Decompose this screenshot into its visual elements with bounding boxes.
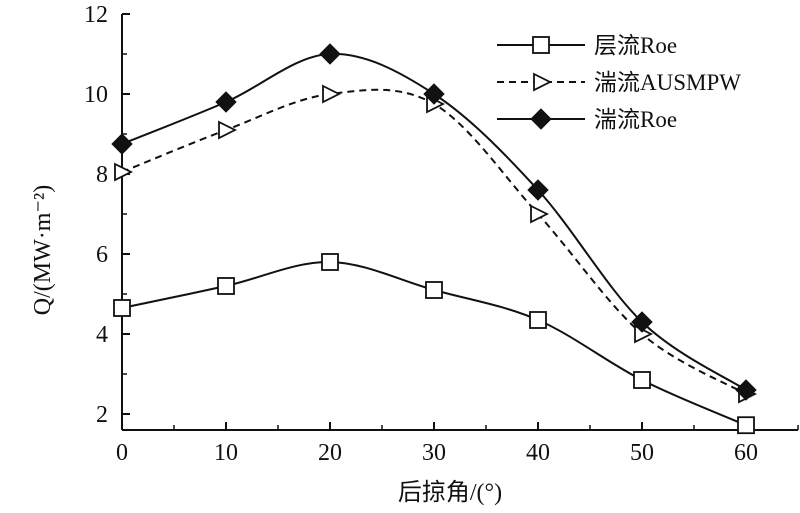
data-point: [425, 281, 443, 299]
legend-label: 层流Roe: [594, 33, 677, 58]
y-tick-label: 6: [96, 242, 108, 268]
x-axis-title: 后掠角/(°): [398, 479, 502, 506]
y-tick-label: 8: [96, 162, 108, 188]
x-tick-label: 40: [526, 440, 550, 466]
series-2: [114, 84, 758, 404]
x-tick-label: 60: [734, 440, 758, 466]
legend-entry: 湍流AUSMPW: [497, 70, 741, 95]
data-point: [218, 120, 238, 140]
data-point: [529, 311, 547, 329]
data-point: [114, 162, 134, 182]
legend-marker: [530, 108, 552, 130]
x-tick-label: 10: [214, 440, 238, 466]
series-3: [111, 43, 757, 401]
legend-marker: [532, 36, 550, 54]
legend-entry: 湍流Roe: [497, 107, 677, 132]
x-tick-label: 20: [318, 440, 342, 466]
y-tick-label: 2: [96, 402, 108, 428]
data-point: [527, 179, 549, 201]
data-point: [735, 379, 757, 401]
data-point: [321, 253, 339, 271]
x-tick-label: 50: [630, 440, 654, 466]
legend-entry: 层流Roe: [497, 33, 677, 58]
data-point: [322, 84, 342, 104]
y-axis-title: Q/(MW·m⁻²): [30, 185, 56, 316]
data-point: [737, 416, 755, 435]
legend-marker: [533, 72, 553, 92]
data-point: [113, 299, 131, 317]
y-tick-label: 10: [84, 82, 108, 108]
y-tick-label: 12: [84, 2, 108, 28]
data-point: [631, 311, 653, 333]
axes: 2 4 6 8 10 12 0 10 20 30 40 50 60: [84, 2, 799, 466]
x-tick-label: 0: [116, 440, 128, 466]
data-point: [217, 277, 235, 295]
y-tick-label: 4: [96, 322, 108, 348]
series-1: [113, 253, 755, 435]
legend-label: 湍流Roe: [594, 107, 677, 132]
series-line: [121, 88, 747, 395]
data-point: [633, 371, 651, 389]
data-point: [111, 133, 133, 155]
data-point: [319, 43, 341, 65]
data-point: [423, 83, 445, 105]
data-point: [530, 204, 550, 224]
legend-label: 湍流AUSMPW: [594, 70, 741, 95]
data-point: [215, 91, 237, 113]
legend: 层流Roe 湍流AUSMPW 湍流Roe: [497, 33, 741, 132]
x-tick-label: 30: [422, 440, 446, 466]
series-layer: [111, 43, 758, 435]
